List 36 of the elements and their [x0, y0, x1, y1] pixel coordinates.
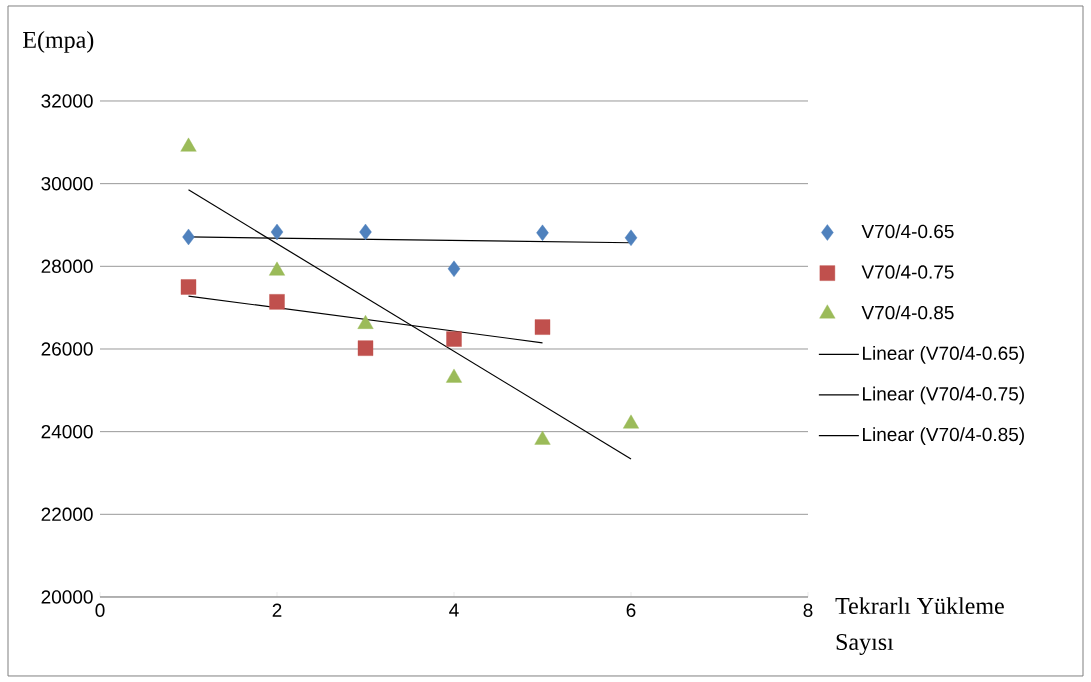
- y-tick-label: 20000: [41, 590, 93, 604]
- legend-label: V70/4-0.85: [861, 305, 954, 320]
- point: [624, 229, 638, 246]
- point: [534, 430, 551, 445]
- point: [536, 224, 549, 242]
- point: [182, 228, 195, 246]
- y-axis-title: E(mpa): [23, 31, 94, 53]
- x-tick-label: 8: [803, 603, 813, 617]
- x-tick-label: 4: [449, 603, 459, 617]
- x-axis-title: Tekrarlı Yükleme Sayısı: [835, 597, 1004, 656]
- point: [359, 223, 372, 241]
- point: [446, 368, 462, 383]
- legend-label: Linear (V70/4-0.85): [863, 427, 1024, 445]
- y-tick-label: 24000: [41, 424, 93, 439]
- y-tick-label: 26000: [41, 342, 93, 356]
- y-tick-label: 22000: [41, 507, 93, 522]
- point: [446, 331, 462, 347]
- point: [357, 314, 374, 329]
- point: [269, 261, 285, 276]
- x-tick-label: 6: [626, 603, 636, 617]
- point: [447, 260, 461, 277]
- y-tick-label: 32000: [41, 94, 93, 108]
- point: [623, 414, 639, 429]
- legend-label: Linear (V70/4-0.75): [863, 386, 1024, 405]
- point: [269, 294, 285, 310]
- y-tick-label: 28000: [41, 259, 93, 274]
- x-tick-label: 2: [272, 603, 282, 617]
- x-tick-label: 0: [95, 603, 105, 617]
- legend-label: V70/4-0.65: [861, 224, 954, 239]
- y-tick-label: 30000: [41, 176, 93, 191]
- point: [357, 340, 374, 356]
- legend-label: Linear (V70/4-0.65): [863, 346, 1024, 364]
- point: [180, 279, 197, 295]
- point: [534, 319, 551, 335]
- legend-label: V70/4-0.75: [861, 264, 954, 279]
- point: [270, 223, 284, 241]
